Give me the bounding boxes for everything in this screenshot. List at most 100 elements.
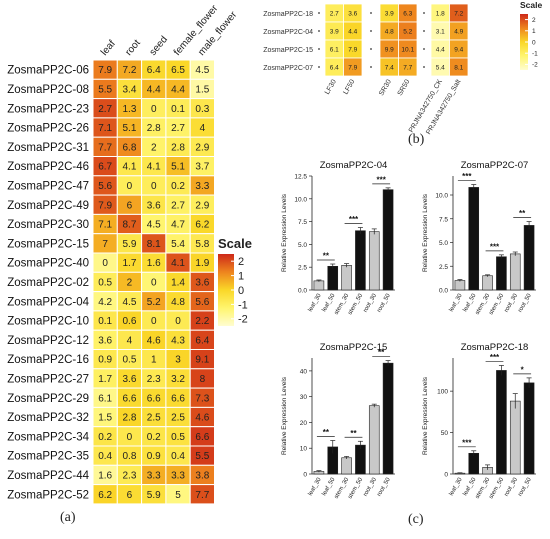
bar-chart-3-ytick-label: 20: [300, 420, 308, 427]
bar-chart-2-bar: [496, 256, 507, 291]
bar-chart-1-ytick-label: 7.5: [298, 219, 307, 226]
heatmap-a-cell-value: 2.5: [171, 413, 185, 424]
heatmap-a-cell-value: 1.7: [122, 258, 136, 269]
heatmap-b-cell-value: 7.9: [348, 47, 357, 54]
heatmap-a-cell-value: 4.3: [171, 335, 185, 346]
bar-chart-4-title: ZosmaPP2C-18: [461, 342, 529, 353]
heatmap-a-cell-value: 1.9: [195, 258, 209, 269]
heatmap-a-cell-value: 6.6: [147, 393, 161, 404]
heatmap-b-cell-value: 7.4: [385, 65, 394, 72]
bar-chart-1-bar: [382, 189, 394, 291]
heatmap-b-row-label: ZosmaPP2C-04: [263, 29, 313, 36]
heatmap-a-row-label: ZosmaPP2C-44: [7, 470, 89, 482]
bar-chart-3-significance-label: **: [350, 429, 357, 438]
heatmap-a-cell-value: 2.9: [195, 142, 209, 153]
heatmap-a-cell-value: 5.5: [195, 451, 209, 462]
heatmap-a-row-label: ZosmaPP2C-23: [7, 103, 89, 115]
heatmap-a-cell-value: 3.2: [171, 374, 185, 385]
heatmap-a-col-label: seed: [148, 34, 170, 58]
heatmap-b-row-label: ZosmaPP2C-18: [263, 11, 313, 18]
heatmap-a-cell-value: 0.2: [98, 432, 112, 443]
heatmap-b-cell-value: 9.4: [454, 47, 463, 54]
heatmap-a-cell-value: 0.2: [171, 181, 185, 192]
bar-chart-3-significance-label: **: [323, 428, 330, 437]
heatmap-a-cell-value: 6.8: [122, 142, 136, 153]
heatmap-a-cell-value: 5.4: [171, 239, 185, 250]
bar-chart-2-bar: [468, 187, 480, 291]
heatmap-a-row-label: ZosmaPP2C-02: [7, 277, 89, 289]
heatmap-a-cell-value: 4.4: [147, 84, 161, 95]
heatmap-a-cell-value: 8.7: [122, 220, 136, 231]
heatmap-a-cell-value: 5.1: [171, 162, 185, 173]
heatmap-a-cell-value: 0.4: [98, 451, 112, 462]
heatmap-a-cell-value: 4: [127, 335, 133, 346]
heatmap-a-cell-value: 0.8: [122, 451, 136, 462]
heatmap-a-cell-value: 2: [151, 142, 157, 153]
heatmap-a-cell-value: 5.2: [147, 297, 161, 308]
heatmap-a-cell-value: 0: [151, 316, 157, 327]
heatmap-a-cell-value: 7: [102, 239, 108, 250]
heatmap-a-cell-value: 1.5: [98, 413, 112, 424]
bar-chart-3-bar: [382, 362, 394, 475]
heatmap-a-scale-title: Scale: [218, 236, 252, 251]
heatmap-a-cell-value: 9.1: [195, 355, 209, 366]
heatmap-a-cell-value: 3.7: [195, 162, 209, 173]
bar-chart-2-significance-label: ***: [490, 242, 500, 251]
heatmap-a-cell-value: 2.8: [171, 142, 185, 153]
heatmap-a-cell-value: 0: [151, 277, 157, 288]
heatmap-a-cell-value: 4.8: [171, 297, 185, 308]
heatmap-a-cell-value: 7.9: [98, 200, 112, 211]
bar-chart-4-significance-label: ***: [462, 438, 472, 447]
heatmap-a-cell-value: 0: [102, 258, 108, 269]
heatmap-a-cell-value: 7.1: [98, 123, 112, 134]
bar-chart-4-ytick-label: 100: [437, 389, 448, 396]
heatmap-a-cell-value: 6.2: [195, 220, 209, 231]
bar-chart-4-ylabel: Relative Expression Levels: [422, 376, 429, 455]
heatmap-b-scale-title: Scale: [520, 0, 542, 10]
heatmap-a-scale-tick: -1: [238, 299, 248, 311]
heatmap-a-cell-value: 0.6: [122, 316, 136, 327]
heatmap-a-cell-value: 6.7: [98, 162, 112, 173]
bar-chart-4-bar: [509, 400, 521, 475]
heatmap-b-col-label: PRJNA342750_CK: [408, 78, 444, 134]
heatmap-a-cell-value: 5.5: [98, 84, 112, 95]
heatmap-a-cell-value: 1.7: [98, 374, 112, 385]
bar-chart-2-bar: [454, 280, 466, 291]
heatmap-b-col-label: SR30: [378, 78, 393, 97]
heatmap-a-cell-value: 4.6: [147, 335, 161, 346]
heatmap-a-cell-value: 3.3: [171, 470, 185, 481]
heatmap-a-cell-value: 4.5: [195, 65, 209, 76]
heatmap-b-cell-value: 6.3: [403, 11, 412, 18]
panel-label-b: (b): [408, 132, 425, 147]
heatmap-b-cell-value: 4.4: [348, 29, 357, 36]
heatmap-a-cell-value: 5: [175, 490, 181, 501]
heatmap-a-cell-value: 5.9: [147, 490, 161, 501]
heatmap-a-cell-value: 8.1: [147, 239, 161, 250]
bar-chart-4-xtick-label: root_50: [517, 476, 533, 497]
heatmap-a-row-label: ZosmaPP2C-08: [7, 84, 89, 96]
heatmap-b-cell-value: 4.9: [454, 29, 463, 36]
bar-chart-4-bar: [468, 452, 480, 475]
bar-chart-4-ytick-label: 50: [441, 430, 449, 437]
bar-chart-4-bar: [523, 382, 535, 475]
heatmap-a-cell-value: 5.6: [98, 181, 112, 192]
heatmap-a-cell-value: 2.5: [147, 413, 161, 424]
heatmap-b-cell-value: 7.7: [403, 65, 412, 72]
heatmap-a-row-label: ZosmaPP2C-16: [7, 354, 89, 366]
bar-chart-1-ytick-label: 12.5: [294, 174, 307, 181]
heatmap-a-cell-value: 0.1: [171, 104, 185, 115]
heatmap-a-cell-value: 4.5: [147, 220, 161, 231]
bar-chart-2-ytick-label: 5.0: [439, 240, 448, 247]
heatmap-a-cell-value: 5.9: [122, 239, 136, 250]
heatmap-a-row-label: ZosmaPP2C-06: [7, 65, 89, 77]
bar-chart-3-ytick-label: 0: [303, 472, 307, 479]
heatmap-a-row-label: ZosmaPP2C-32: [7, 412, 89, 424]
bar-chart-1-ytick-label: 5.0: [298, 242, 307, 249]
heatmap-a-cell-value: 6: [127, 200, 133, 211]
bar-chart-1-xtick-label: root_50: [376, 292, 392, 313]
heatmap-a-cell-value: 0.9: [147, 451, 161, 462]
bar-chart-1-bar: [313, 280, 325, 291]
heatmap-a-cell-value: 5.1: [122, 123, 136, 134]
heatmap-a-cell-value: 0.3: [195, 104, 209, 115]
